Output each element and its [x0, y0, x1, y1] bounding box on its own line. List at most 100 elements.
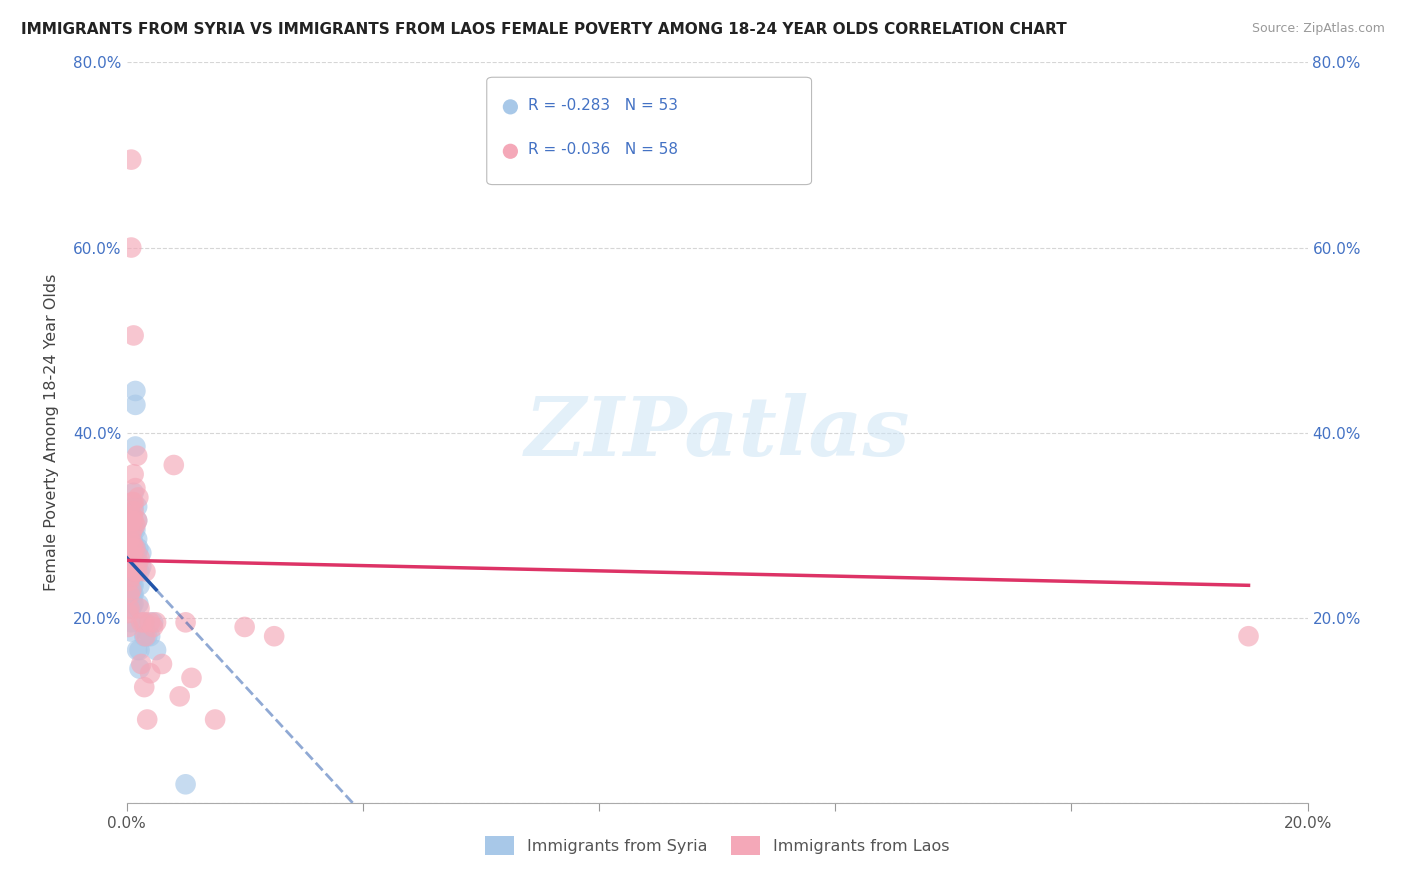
- Point: [127, 532, 149, 546]
- Point: [127, 500, 149, 514]
- Point: [142, 615, 165, 630]
- Point: [121, 536, 143, 550]
- Point: [122, 514, 145, 528]
- Point: [134, 565, 156, 579]
- Text: R = -0.283   N = 53: R = -0.283 N = 53: [529, 98, 678, 113]
- Point: [124, 481, 146, 495]
- Point: [120, 578, 142, 592]
- Point: [121, 532, 143, 546]
- Point: [124, 559, 146, 574]
- Point: [136, 713, 159, 727]
- Point: [122, 467, 145, 482]
- Point: [120, 153, 142, 167]
- Point: [139, 615, 162, 630]
- Point: [120, 592, 142, 607]
- Point: [117, 606, 139, 620]
- Point: [121, 523, 143, 537]
- Point: [134, 629, 156, 643]
- Point: [122, 536, 145, 550]
- Point: [139, 629, 162, 643]
- Point: [118, 546, 141, 560]
- Point: [129, 546, 153, 560]
- Point: [129, 657, 153, 671]
- Point: [145, 615, 167, 630]
- FancyBboxPatch shape: [486, 78, 811, 185]
- Point: [1237, 629, 1260, 643]
- Text: Source: ZipAtlas.com: Source: ZipAtlas.com: [1251, 22, 1385, 36]
- Point: [134, 615, 156, 630]
- Point: [142, 620, 165, 634]
- Point: [121, 508, 143, 523]
- Point: [122, 550, 145, 565]
- Point: [120, 569, 142, 583]
- Y-axis label: Female Poverty Among 18-24 Year Olds: Female Poverty Among 18-24 Year Olds: [45, 274, 59, 591]
- Point: [120, 514, 142, 528]
- Point: [118, 574, 141, 588]
- Point: [128, 550, 150, 565]
- Point: [120, 582, 142, 597]
- Point: [145, 643, 167, 657]
- Point: [124, 523, 146, 537]
- Point: [120, 601, 142, 615]
- Point: [118, 588, 141, 602]
- Point: [121, 569, 143, 583]
- Point: [122, 500, 145, 514]
- Point: [124, 440, 146, 454]
- Point: [122, 569, 145, 583]
- Point: [117, 620, 139, 634]
- Point: [122, 504, 145, 518]
- Point: [169, 690, 191, 704]
- Point: [128, 578, 150, 592]
- Point: [124, 541, 146, 556]
- Point: [134, 615, 156, 630]
- Point: [180, 671, 202, 685]
- Point: [174, 615, 197, 630]
- Point: [127, 449, 149, 463]
- Point: [120, 615, 142, 630]
- Point: [124, 384, 146, 398]
- Point: [121, 550, 143, 565]
- Point: [122, 485, 145, 500]
- Point: [128, 565, 150, 579]
- Point: [118, 578, 141, 592]
- Text: ZIPatlas: ZIPatlas: [524, 392, 910, 473]
- Text: R = -0.036   N = 58: R = -0.036 N = 58: [529, 143, 678, 157]
- Point: [127, 514, 149, 528]
- Point: [122, 495, 145, 509]
- Point: [120, 555, 142, 569]
- Point: [121, 597, 143, 611]
- Point: [134, 629, 156, 643]
- Point: [134, 680, 156, 694]
- Point: [118, 532, 141, 546]
- Point: [124, 541, 146, 556]
- Point: [233, 620, 256, 634]
- Point: [174, 777, 197, 791]
- Text: IMMIGRANTS FROM SYRIA VS IMMIGRANTS FROM LAOS FEMALE POVERTY AMONG 18-24 YEAR OL: IMMIGRANTS FROM SYRIA VS IMMIGRANTS FROM…: [21, 22, 1067, 37]
- Point: [124, 518, 146, 533]
- Point: [127, 597, 149, 611]
- Point: [122, 523, 145, 537]
- Point: [163, 458, 186, 472]
- Point: [127, 541, 149, 556]
- Point: [121, 588, 143, 602]
- Point: [118, 601, 141, 615]
- Point: [127, 514, 149, 528]
- Legend: Immigrants from Syria, Immigrants from Laos: Immigrants from Syria, Immigrants from L…: [478, 830, 956, 862]
- Point: [118, 559, 141, 574]
- Point: [129, 615, 153, 630]
- Point: [120, 541, 142, 556]
- Point: [121, 550, 143, 565]
- Point: [128, 643, 150, 657]
- Point: [136, 629, 159, 643]
- Point: [118, 559, 141, 574]
- Point: [121, 578, 143, 592]
- Point: [128, 601, 150, 615]
- Point: [120, 546, 142, 560]
- Point: [129, 559, 153, 574]
- Point: [127, 643, 149, 657]
- Point: [120, 624, 142, 639]
- Point: [127, 546, 149, 560]
- Point: [122, 559, 145, 574]
- Point: [127, 565, 149, 579]
- Point: [120, 569, 142, 583]
